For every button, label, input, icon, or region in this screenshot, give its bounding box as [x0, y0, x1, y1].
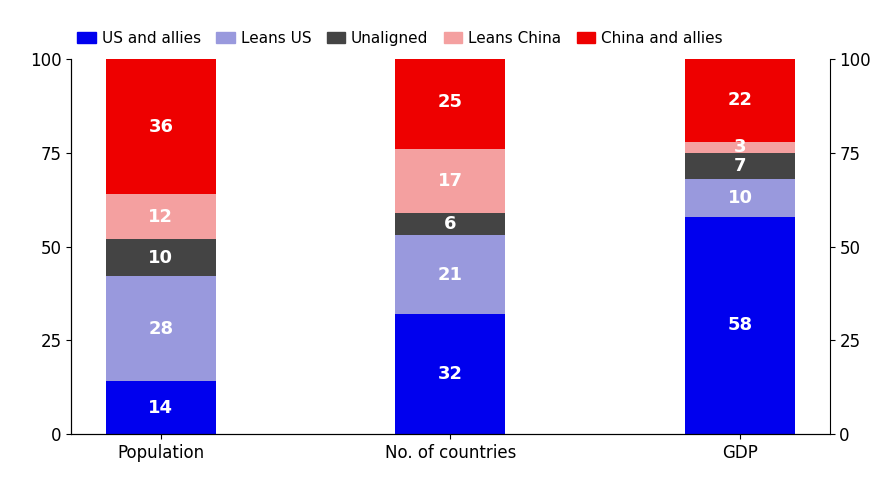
Text: 28: 28	[148, 320, 173, 338]
Bar	[395, 213, 506, 235]
Text: 10: 10	[728, 189, 753, 207]
Bar	[685, 153, 795, 179]
Text: 12: 12	[148, 208, 173, 225]
Text: 7: 7	[734, 157, 747, 175]
Text: 58: 58	[728, 316, 753, 334]
Bar	[685, 141, 795, 153]
Text: 22: 22	[728, 91, 753, 109]
Text: 10: 10	[148, 249, 173, 267]
Bar	[395, 235, 506, 314]
Bar	[685, 59, 795, 141]
Text: 17: 17	[438, 172, 463, 190]
Bar	[395, 314, 506, 434]
Bar	[395, 55, 506, 149]
Bar	[106, 239, 216, 277]
Bar	[685, 179, 795, 216]
Bar	[106, 382, 216, 434]
Bar	[685, 216, 795, 434]
Text: 6: 6	[444, 215, 457, 233]
Bar	[395, 149, 506, 213]
Bar	[106, 59, 216, 194]
Legend: US and allies, Leans US, Unaligned, Leans China, China and allies: US and allies, Leans US, Unaligned, Lean…	[71, 25, 729, 52]
Bar	[106, 277, 216, 382]
Text: 36: 36	[148, 118, 173, 136]
Text: 21: 21	[438, 266, 463, 283]
Text: 25: 25	[438, 93, 463, 111]
Bar	[106, 194, 216, 239]
Text: 14: 14	[148, 399, 173, 417]
Text: 32: 32	[438, 365, 463, 383]
Text: 3: 3	[734, 138, 747, 156]
